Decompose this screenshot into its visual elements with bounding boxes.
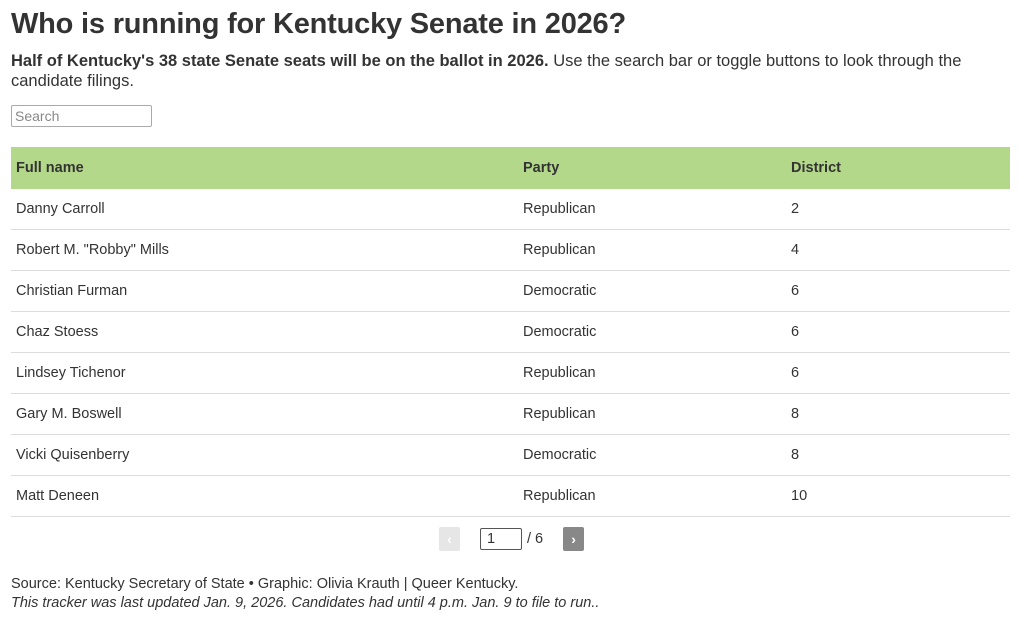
table-cell: Gary M. Boswell — [11, 393, 518, 435]
table-row: Vicki Quisenberry Democratic 8 — [11, 434, 1010, 476]
table-cell: 10 — [786, 475, 1010, 517]
table-row: Gary M. Boswell Republican 8 — [11, 393, 1010, 435]
prev-button[interactable]: ‹ — [439, 527, 460, 551]
subtitle-bold: Half of Kentucky's 38 state Senate seats… — [11, 52, 549, 70]
search-box[interactable]: Search — [11, 105, 152, 127]
pagination: ‹ 1 / 6 › — [439, 527, 585, 551]
table-cell: Robert M. "Robby" Mills — [11, 229, 518, 271]
table-cell: Republican — [518, 352, 786, 394]
source: Source: Kentucky Secretary of State • Gr… — [11, 576, 519, 592]
table-cell: Vicki Quisenberry — [11, 434, 518, 476]
table-cell: Christian Furman — [11, 270, 518, 312]
table-cell: 8 — [786, 434, 1010, 476]
table-cell: Democratic — [518, 270, 786, 312]
table-cell: 4 — [786, 229, 1010, 271]
table-cell: 6 — [786, 311, 1010, 353]
column-header: Party — [518, 147, 786, 189]
subtitle: Half of Kentucky's 38 state Senate seats… — [11, 51, 1011, 91]
table-cell: Danny Carroll — [11, 189, 518, 230]
candidate-table: Full name Party District Danny Carroll Repu… — [11, 147, 1010, 517]
table-body: Danny Carroll Republican 2 Robert M. "Robby… — [11, 189, 1010, 517]
table-cell: 2 — [786, 189, 1010, 230]
table-cell: Republican — [518, 189, 786, 230]
table-cell: Republican — [518, 393, 786, 435]
page-input[interactable]: 1 — [480, 528, 522, 550]
table-row: Chaz Stoess Democratic 6 — [11, 311, 1010, 353]
next-button[interactable]: › — [563, 527, 585, 551]
column-header: Full name — [11, 147, 518, 189]
column-header: District — [786, 147, 1010, 189]
table-cell: Chaz Stoess — [11, 311, 518, 353]
table-cell: 8 — [786, 393, 1010, 435]
title: Who is running for Kentucky Senate in 20… — [11, 8, 626, 40]
table-cell: Democratic — [518, 311, 786, 353]
table-cell: 6 — [786, 352, 1010, 394]
table-cell: Republican — [518, 475, 786, 517]
table-row: Danny Carroll Republican 2 — [11, 189, 1010, 230]
table-cell: Matt Deneen — [11, 475, 518, 517]
table-row: Lindsey Tichenor Republican 6 — [11, 352, 1010, 394]
page-count: / 6 — [527, 531, 544, 547]
table-cell: Democratic — [518, 434, 786, 476]
table-row: Christian Furman Democratic 6 — [11, 270, 1010, 312]
header-row: Full name Party District — [11, 147, 1010, 189]
update-note: This tracker was last updated Jan. 9, 20… — [11, 595, 600, 611]
subtitle-text: Use the search bar or toggle buttons to … — [11, 52, 962, 90]
table-cell: 6 — [786, 270, 1010, 312]
table-row: Robert M. "Robby" Mills Republican 4 — [11, 229, 1010, 271]
table-cell: Lindsey Tichenor — [11, 352, 518, 394]
table-cell: Republican — [518, 229, 786, 271]
table-row: Matt Deneen Republican 10 — [11, 475, 1010, 517]
